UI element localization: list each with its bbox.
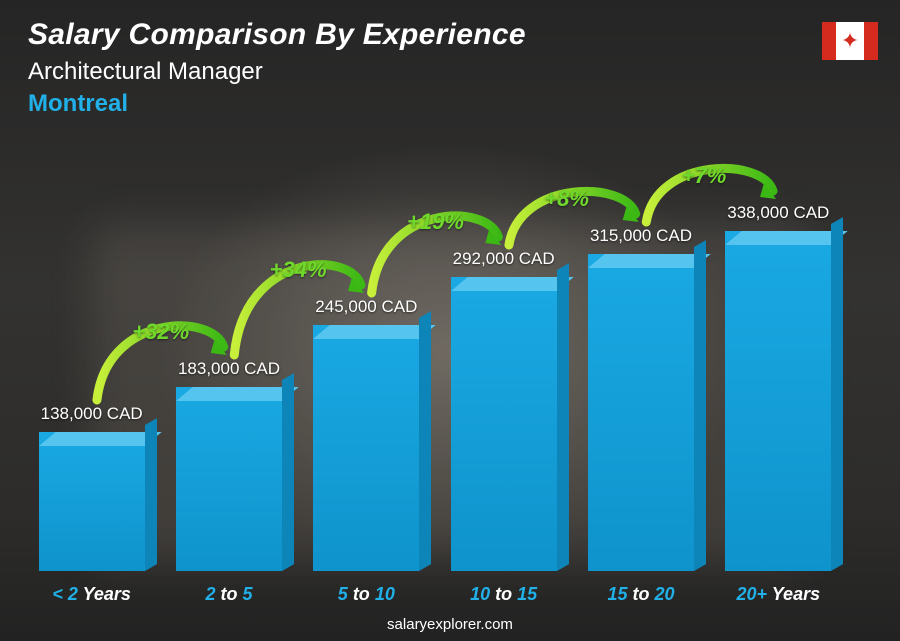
bar-column: 138,000 CAD [30, 404, 153, 571]
header: Salary Comparison By Experience Architec… [28, 18, 800, 118]
bar-column: 315,000 CAD [579, 226, 702, 571]
bar-value-label: 183,000 CAD [178, 359, 280, 379]
bar-side-face [831, 217, 843, 571]
bar [451, 277, 557, 571]
bar-front-face [451, 277, 557, 571]
bar-value-label: 338,000 CAD [727, 203, 829, 223]
page-title: Salary Comparison By Experience [28, 18, 800, 52]
bar-side-face [694, 240, 706, 571]
bar-front-face [176, 387, 282, 571]
bar [176, 387, 282, 571]
flag-right-band [864, 22, 878, 60]
x-axis-label: 20+ Years [717, 584, 840, 605]
bar-front-face [588, 254, 694, 571]
bar-side-face [557, 263, 569, 571]
x-axis-label: 10 to 15 [442, 584, 565, 605]
bar-top-face [313, 325, 436, 339]
bar-top-face [176, 387, 299, 401]
bar-top-face [725, 231, 848, 245]
bar-top-face [39, 432, 162, 446]
x-axis-label: < 2 Years [30, 584, 153, 605]
x-axis-label: 15 to 20 [579, 584, 702, 605]
bar-column: 338,000 CAD [717, 203, 840, 571]
bar-column: 245,000 CAD [305, 297, 428, 571]
bar-front-face [313, 325, 419, 571]
x-axis-label: 5 to 10 [305, 584, 428, 605]
bar-column: 292,000 CAD [442, 249, 565, 571]
bar-front-face [725, 231, 831, 571]
bar-column: 183,000 CAD [167, 359, 290, 571]
bar [588, 254, 694, 571]
bar [39, 432, 145, 571]
flag-left-band [822, 22, 836, 60]
bars-container: 138,000 CAD 183,000 CAD 245,000 CAD 292,000… [30, 130, 840, 571]
bar-front-face [39, 432, 145, 571]
job-title: Architectural Manager [28, 58, 800, 86]
bar-value-label: 315,000 CAD [590, 226, 692, 246]
country-flag: ✦ [822, 22, 878, 60]
bar [313, 325, 419, 571]
flag-center: ✦ [836, 22, 864, 60]
bar [725, 231, 831, 571]
bar-side-face [419, 311, 431, 571]
bar-top-face [588, 254, 711, 268]
footer-credit: salaryexplorer.com [0, 616, 900, 633]
bar-side-face [282, 373, 294, 571]
city-label: Montreal [28, 90, 800, 118]
bar-value-label: 138,000 CAD [41, 404, 143, 424]
salary-chart: 138,000 CAD 183,000 CAD 245,000 CAD 292,000… [30, 130, 840, 605]
x-labels: < 2 Years 2 to 5 5 to 10 10 to 15 15 to 20 20… [30, 584, 840, 605]
bar-top-face [451, 277, 574, 291]
bar-value-label: 245,000 CAD [315, 297, 417, 317]
bar-value-label: 292,000 CAD [453, 249, 555, 269]
x-axis-label: 2 to 5 [167, 584, 290, 605]
bar-side-face [145, 418, 157, 571]
maple-leaf-icon: ✦ [841, 30, 859, 52]
